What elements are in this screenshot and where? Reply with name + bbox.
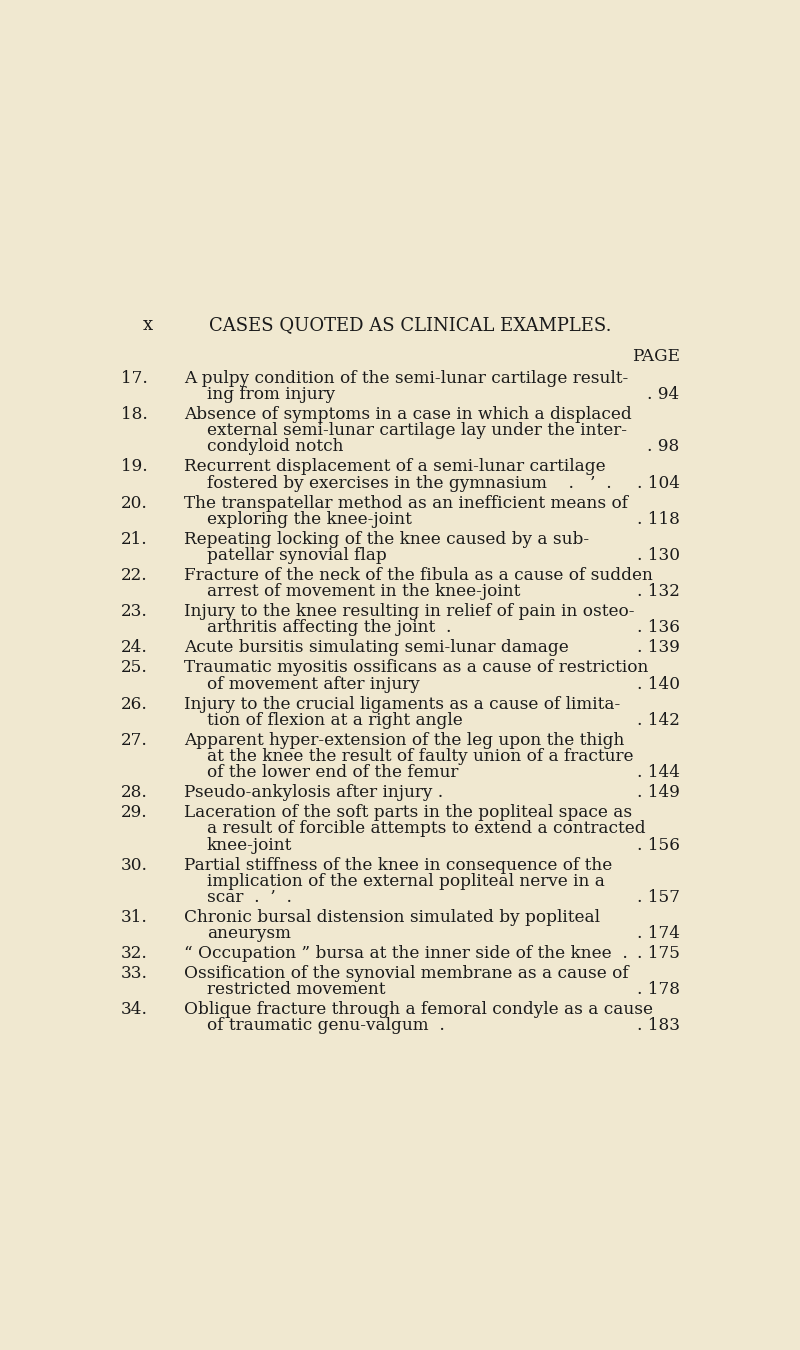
Text: Apparent hyper-extension of the leg upon the thigh: Apparent hyper-extension of the leg upon… bbox=[184, 732, 624, 749]
Text: exploring the knee-joint: exploring the knee-joint bbox=[207, 510, 412, 528]
Text: 26.: 26. bbox=[121, 695, 148, 713]
Text: Pseudo-ankylosis after injury .: Pseudo-ankylosis after injury . bbox=[184, 784, 443, 801]
Text: 31.: 31. bbox=[121, 909, 148, 926]
Text: Repeating locking of the knee caused by a sub-: Repeating locking of the knee caused by … bbox=[184, 531, 589, 548]
Text: arrest of movement in the knee-joint: arrest of movement in the knee-joint bbox=[207, 583, 520, 601]
Text: 30.: 30. bbox=[121, 856, 148, 873]
Text: Acute bursitis simulating semi-lunar damage: Acute bursitis simulating semi-lunar dam… bbox=[184, 640, 569, 656]
Text: 21.: 21. bbox=[122, 531, 148, 548]
Text: 18.: 18. bbox=[121, 406, 148, 423]
Text: Absence of symptoms in a case in which a displaced: Absence of symptoms in a case in which a… bbox=[184, 406, 631, 423]
Text: . 104: . 104 bbox=[637, 475, 680, 491]
Text: restricted movement: restricted movement bbox=[207, 981, 386, 998]
Text: Partial stiffness of the knee in consequence of the: Partial stiffness of the knee in consequ… bbox=[184, 856, 612, 873]
Text: knee-joint: knee-joint bbox=[207, 837, 292, 853]
Text: 28.: 28. bbox=[121, 784, 148, 801]
Text: . 157: . 157 bbox=[637, 888, 680, 906]
Text: . 178: . 178 bbox=[637, 981, 680, 998]
Text: arthritis affecting the joint  .: arthritis affecting the joint . bbox=[207, 620, 451, 636]
Text: implication of the external popliteal nerve in a: implication of the external popliteal ne… bbox=[207, 872, 605, 890]
Text: Injury to the crucial ligaments as a cause of limita-: Injury to the crucial ligaments as a cau… bbox=[184, 695, 620, 713]
Text: 17.: 17. bbox=[121, 370, 148, 387]
Text: . 98: . 98 bbox=[647, 439, 680, 455]
Text: PAGE: PAGE bbox=[632, 348, 680, 366]
Text: CASES QUOTED AS CLINICAL EXAMPLES.: CASES QUOTED AS CLINICAL EXAMPLES. bbox=[209, 316, 611, 333]
Text: . 174: . 174 bbox=[637, 925, 680, 942]
Text: 32.: 32. bbox=[121, 945, 148, 963]
Text: . 140: . 140 bbox=[637, 675, 680, 693]
Text: 20.: 20. bbox=[121, 494, 148, 512]
Text: Ossification of the synovial membrane as a cause of: Ossification of the synovial membrane as… bbox=[184, 965, 628, 981]
Text: 22.: 22. bbox=[122, 567, 148, 585]
Text: aneurysm: aneurysm bbox=[207, 925, 291, 942]
Text: A pulpy condition of the semi-lunar cartilage result-: A pulpy condition of the semi-lunar cart… bbox=[184, 370, 628, 387]
Text: 33.: 33. bbox=[121, 965, 148, 981]
Text: 25.: 25. bbox=[121, 659, 148, 676]
Text: scar  .  ’  .: scar . ’ . bbox=[207, 888, 292, 906]
Text: . 149: . 149 bbox=[637, 784, 680, 801]
Text: . 183: . 183 bbox=[637, 1018, 680, 1034]
Text: 23.: 23. bbox=[121, 603, 148, 620]
Text: patellar synovial flap: patellar synovial flap bbox=[207, 547, 386, 564]
Text: a result of forcible attempts to extend a contracted: a result of forcible attempts to extend … bbox=[207, 821, 646, 837]
Text: “ Occupation ” bursa at the inner side of the knee  .: “ Occupation ” bursa at the inner side o… bbox=[184, 945, 627, 963]
Text: . 142: . 142 bbox=[637, 711, 680, 729]
Text: at the knee the result of faulty union of a fracture: at the knee the result of faulty union o… bbox=[207, 748, 634, 765]
Text: condyloid notch: condyloid notch bbox=[207, 439, 343, 455]
Text: of the lower end of the femur: of the lower end of the femur bbox=[207, 764, 458, 782]
Text: 19.: 19. bbox=[122, 459, 148, 475]
Text: . 175: . 175 bbox=[637, 945, 680, 963]
Text: Injury to the knee resulting in relief of pain in osteo-: Injury to the knee resulting in relief o… bbox=[184, 603, 634, 620]
Text: . 156: . 156 bbox=[637, 837, 680, 853]
Text: 34.: 34. bbox=[121, 1002, 148, 1018]
Text: 24.: 24. bbox=[121, 640, 148, 656]
Text: Laceration of the soft parts in the popliteal space as: Laceration of the soft parts in the popl… bbox=[184, 805, 632, 821]
Text: Traumatic myositis ossificans as a cause of restriction: Traumatic myositis ossificans as a cause… bbox=[184, 659, 648, 676]
Text: . 136: . 136 bbox=[637, 620, 680, 636]
Text: fostered by exercises in the gymnasium    .   ’  .: fostered by exercises in the gymnasium .… bbox=[207, 475, 612, 491]
Text: . 94: . 94 bbox=[647, 386, 680, 404]
Text: . 139: . 139 bbox=[637, 640, 680, 656]
Text: 29.: 29. bbox=[122, 805, 148, 821]
Text: 27.: 27. bbox=[121, 732, 148, 749]
Text: external semi-lunar cartilage lay under the inter-: external semi-lunar cartilage lay under … bbox=[207, 423, 627, 439]
Text: . 144: . 144 bbox=[637, 764, 680, 782]
Text: of traumatic genu-valgum  .: of traumatic genu-valgum . bbox=[207, 1018, 445, 1034]
Text: The transpatellar method as an inefficient means of: The transpatellar method as an inefficie… bbox=[184, 494, 628, 512]
Text: Fracture of the neck of the fibula as a cause of sudden: Fracture of the neck of the fibula as a … bbox=[184, 567, 653, 585]
Text: . 130: . 130 bbox=[637, 547, 680, 564]
Text: of movement after injury: of movement after injury bbox=[207, 675, 420, 693]
Text: Chronic bursal distension simulated by popliteal: Chronic bursal distension simulated by p… bbox=[184, 909, 600, 926]
Text: x: x bbox=[142, 316, 153, 333]
Text: ing from injury: ing from injury bbox=[207, 386, 335, 404]
Text: tion of flexion at a right angle: tion of flexion at a right angle bbox=[207, 711, 462, 729]
Text: . 118: . 118 bbox=[637, 510, 680, 528]
Text: Recurrent displacement of a semi-lunar cartilage: Recurrent displacement of a semi-lunar c… bbox=[184, 459, 606, 475]
Text: . 132: . 132 bbox=[637, 583, 680, 601]
Text: Oblique fracture through a femoral condyle as a cause: Oblique fracture through a femoral condy… bbox=[184, 1002, 653, 1018]
